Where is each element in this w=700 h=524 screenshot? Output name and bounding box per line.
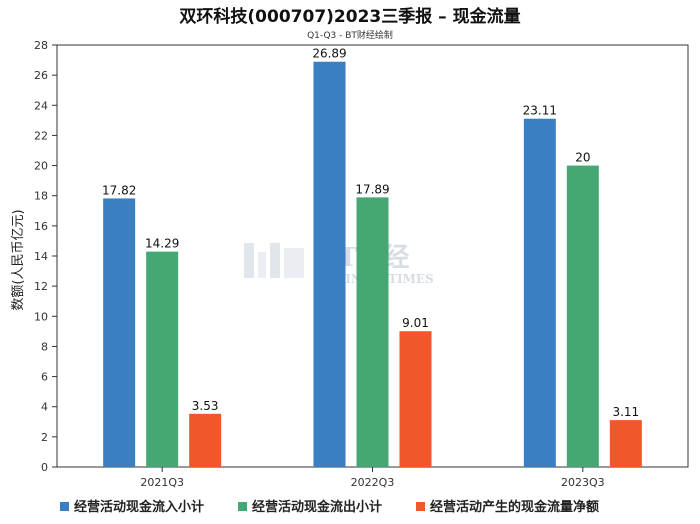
x-tick-label: 2022Q3 [351, 476, 395, 489]
bar [566, 165, 599, 468]
bar [189, 413, 222, 467]
data-label: 3.53 [192, 399, 219, 413]
data-label: 14.29 [145, 237, 179, 251]
chart-subtitle: Q1-Q3 - BT财经绘制 [307, 29, 393, 41]
legend-label: 经营活动现金流入小计 [74, 499, 204, 515]
y-tick-label: 14 [34, 250, 48, 263]
legend-swatch [238, 502, 247, 511]
data-label: 23.11 [523, 104, 557, 118]
data-label: 3.11 [612, 405, 639, 419]
data-label: 17.89 [355, 182, 389, 196]
watermark-logo-bar-2 [258, 252, 266, 278]
bar [523, 118, 556, 468]
bar [356, 197, 389, 468]
y-tick-label: 4 [41, 401, 48, 414]
y-tick-label: 0 [41, 461, 48, 474]
chart-title: 双环科技(000707)2023三季报 – 现金流量 [179, 6, 520, 27]
data-labels: 17.82 14.29 3.53 26.89 17.89 9.01 23.11 20 3.11 [102, 47, 639, 419]
data-label: 20 [575, 151, 590, 165]
y-tick-label: 8 [41, 340, 48, 353]
y-tick-label: 26 [34, 69, 48, 82]
y-tick-label: 18 [34, 190, 48, 203]
y-tick-label: 12 [34, 280, 48, 293]
data-label: 9.01 [402, 316, 429, 330]
y-tick-label: 6 [41, 371, 48, 384]
y-tick-label: 28 [34, 39, 48, 52]
x-tick-label: 2021Q3 [140, 476, 184, 489]
legend: 经营活动现金流入小计 经营活动现金流出小计 经营活动产生的现金流量净额 [60, 499, 599, 515]
y-axis-label: 数额(人民币亿元) [11, 209, 26, 310]
data-label: 26.89 [312, 47, 346, 61]
legend-label: 经营活动产生的现金流量净额 [430, 499, 599, 515]
bar [399, 331, 432, 467]
y-tick-label: 24 [34, 99, 48, 112]
bar [146, 251, 179, 467]
watermark-logo-bar-4 [284, 248, 304, 278]
bar [609, 420, 642, 467]
x-tick-label: 2023Q3 [561, 476, 605, 489]
bar [103, 198, 136, 468]
data-label: 17.82 [102, 183, 136, 197]
watermark-logo-bar-3 [270, 243, 280, 278]
legend-swatch [416, 502, 425, 511]
watermark-logo-bar-1 [244, 243, 254, 278]
y-tick-label: 22 [34, 129, 48, 142]
y-tick-label: 20 [34, 160, 48, 173]
legend-label: 经营活动现金流出小计 [252, 499, 382, 515]
legend-swatch [60, 502, 69, 511]
bar [313, 61, 346, 468]
y-tick-label: 16 [34, 220, 48, 233]
bars [103, 61, 642, 468]
y-tick-label: 10 [34, 310, 48, 323]
y-tick-label: 2 [41, 431, 48, 444]
